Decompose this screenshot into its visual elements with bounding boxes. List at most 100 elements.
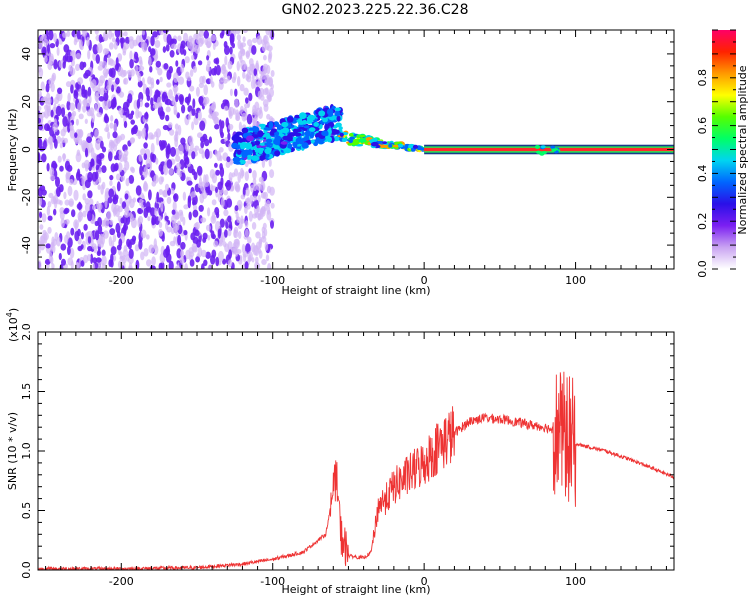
signal-cell bbox=[327, 122, 332, 127]
noise-cell bbox=[52, 195, 59, 204]
noise-cell bbox=[94, 230, 100, 241]
noise-cell bbox=[61, 107, 66, 118]
noise-cell bbox=[101, 249, 106, 257]
signal-cell bbox=[303, 125, 310, 129]
signal-cell bbox=[313, 121, 319, 127]
noise-cell bbox=[87, 86, 92, 98]
noise-cell bbox=[235, 183, 241, 193]
noise-cell bbox=[202, 237, 207, 243]
noise-cell bbox=[252, 182, 258, 192]
noise-cell bbox=[266, 45, 273, 52]
noise-cell bbox=[123, 43, 130, 50]
noise-cell bbox=[134, 51, 139, 60]
noise-cell bbox=[175, 60, 179, 67]
noise-cell bbox=[270, 202, 275, 209]
noise-cell bbox=[234, 98, 239, 109]
noise-cell bbox=[257, 90, 262, 100]
noise-cell bbox=[67, 257, 74, 266]
noise-cell bbox=[118, 238, 123, 248]
steady-line-core bbox=[424, 147, 674, 152]
noise-cell bbox=[228, 249, 233, 259]
noise-cell bbox=[77, 211, 84, 222]
signal-cell bbox=[258, 142, 267, 146]
noise-cell bbox=[181, 104, 186, 114]
noise-cell bbox=[150, 134, 155, 140]
noise-cell bbox=[259, 209, 264, 220]
noise-cell bbox=[104, 115, 110, 124]
noise-cell bbox=[62, 116, 68, 127]
noise-cell bbox=[79, 129, 83, 139]
noise-cell bbox=[66, 30, 71, 37]
noise-cell bbox=[121, 254, 127, 264]
noise-cell bbox=[102, 31, 109, 41]
signal-cell bbox=[283, 148, 292, 154]
noise-cell bbox=[143, 142, 148, 149]
noise-cell bbox=[91, 79, 97, 88]
noise-cell bbox=[176, 248, 182, 259]
noise-cell bbox=[186, 75, 192, 82]
noise-cell bbox=[184, 56, 190, 64]
noise-cell bbox=[215, 186, 218, 193]
noise-cell bbox=[119, 197, 123, 205]
signal-cell bbox=[335, 110, 340, 116]
signal-cell bbox=[266, 138, 273, 143]
noise-cell bbox=[262, 88, 269, 96]
noise-cell bbox=[269, 169, 275, 179]
noise-cell bbox=[227, 259, 233, 268]
noise-cell bbox=[212, 42, 216, 50]
noise-cell bbox=[38, 139, 43, 149]
signal-cell bbox=[281, 127, 290, 134]
noise-cell bbox=[122, 50, 127, 56]
y-tick-label: 1.5 bbox=[20, 383, 33, 401]
noise-cell bbox=[48, 30, 54, 41]
noise-cell bbox=[204, 148, 210, 160]
noise-cell bbox=[140, 251, 145, 261]
noise-cell bbox=[96, 43, 103, 54]
noise-cell bbox=[190, 232, 196, 241]
noise-cell bbox=[174, 137, 179, 148]
noise-cell bbox=[258, 176, 264, 183]
noise-cell bbox=[203, 84, 208, 96]
noise-cell bbox=[253, 68, 258, 76]
colorbar-tick-label: 0.8 bbox=[696, 69, 709, 87]
noise-cell bbox=[192, 209, 199, 218]
noise-cell bbox=[96, 112, 102, 118]
noise-cell bbox=[47, 215, 53, 221]
noise-cell bbox=[223, 105, 229, 111]
noise-cell bbox=[123, 31, 128, 37]
signal-cell bbox=[265, 153, 270, 158]
noise-cell bbox=[251, 109, 256, 116]
noise-cell bbox=[81, 162, 86, 169]
signal-cell bbox=[231, 142, 239, 149]
noise-cell bbox=[266, 200, 271, 207]
noise-cell bbox=[38, 105, 42, 112]
noise-cell bbox=[75, 118, 79, 126]
noise-cell bbox=[156, 96, 162, 107]
noise-cell bbox=[83, 223, 88, 231]
noise-cell bbox=[53, 59, 58, 70]
noise-cell bbox=[51, 236, 55, 246]
noise-cell bbox=[190, 191, 197, 198]
noise-cell bbox=[194, 221, 200, 230]
noise-cell bbox=[114, 30, 121, 38]
noise-cell bbox=[266, 205, 271, 215]
noise-cell bbox=[84, 202, 91, 213]
noise-cell bbox=[77, 228, 81, 237]
noise-cell bbox=[170, 188, 175, 195]
noise-cell bbox=[123, 245, 128, 252]
noise-cell bbox=[117, 135, 122, 142]
noise-cell bbox=[214, 162, 218, 168]
signal-cell bbox=[281, 121, 289, 128]
noise-cell bbox=[194, 145, 200, 151]
noise-cell bbox=[200, 141, 205, 149]
noise-cell bbox=[112, 234, 117, 243]
noise-cell bbox=[164, 183, 170, 191]
noise-cell bbox=[104, 197, 108, 209]
noise-cell bbox=[63, 137, 68, 144]
noise-cell bbox=[208, 190, 213, 196]
noise-cell bbox=[239, 83, 245, 92]
noise-cell bbox=[260, 181, 266, 192]
noise-cell bbox=[94, 103, 98, 112]
noise-cell bbox=[195, 86, 200, 97]
noise-cell bbox=[57, 155, 62, 163]
